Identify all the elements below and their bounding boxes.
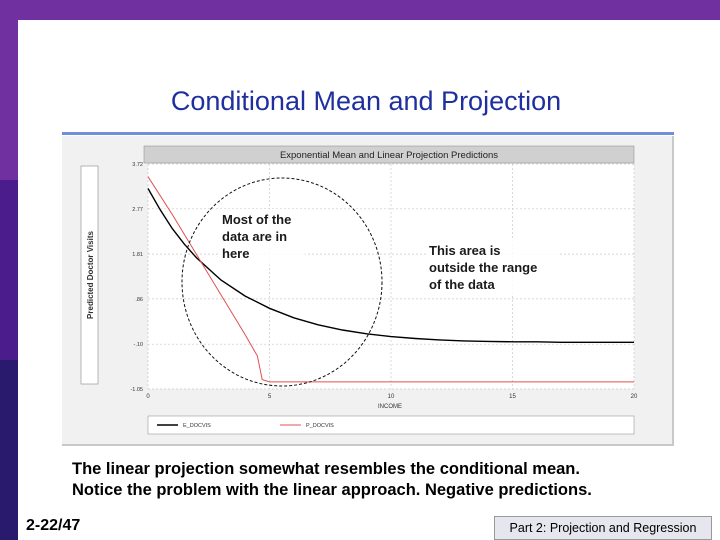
slide-number: 2-22/47: [26, 517, 81, 534]
y-label-box: [80, 165, 99, 385]
caption-line-1: The linear projection somewhat resembles…: [72, 460, 580, 478]
annotation-outside-line1: This area is: [429, 243, 501, 258]
legend-box: [147, 415, 635, 435]
slide-title: Conditional Mean and Projection: [170, 86, 562, 116]
data-region-circle: [181, 177, 383, 387]
slide-caption: The linear projection somewhat resembles…: [72, 459, 592, 501]
title-underline: [62, 132, 674, 135]
annotation-box-data: [219, 209, 305, 265]
left-accent-bar-bottom: [0, 360, 18, 540]
y-tick-label: 2.77: [132, 207, 143, 213]
tick-layer: 0 5 10 15 20 3.72 2.77 1.81 .86 -.10 -1.05: [130, 162, 638, 400]
x-tick-label: 5: [268, 394, 272, 400]
x-tick-label: 20: [631, 394, 638, 400]
left-accent-bar-middle: [0, 180, 18, 360]
legend-label-e-docvis: E_DOCVIS: [183, 423, 211, 429]
top-accent-bar: [0, 0, 720, 20]
y-tick-label: 1.81: [132, 252, 143, 258]
annotation-box-outside: [426, 240, 558, 296]
annotation-data-line1: Most of the: [222, 212, 291, 227]
annotation-outside-line3: of the data: [429, 277, 495, 292]
x-tick-label: 15: [509, 394, 516, 400]
chart-frame: Exponential Mean and Linear Projection P…: [62, 136, 674, 446]
chart-svg: Exponential Mean and Linear Projection P…: [80, 145, 638, 435]
series-line-p-docvis: [147, 176, 634, 383]
y-tick-label: .86: [135, 297, 143, 303]
caption-line-2: Notice the problem with the linear appro…: [72, 481, 592, 499]
annotation-outside-line2: outside the range: [429, 260, 537, 275]
y-axis-label: Predicted Doctor Visits: [86, 231, 95, 319]
series-line-e-docvis: [147, 188, 634, 344]
y-tick-label: -.10: [134, 342, 143, 348]
left-accent-bar-top: [0, 0, 18, 180]
legend-label-p-docvis: P_DOCVIS: [306, 423, 334, 429]
chart-title: Exponential Mean and Linear Projection P…: [280, 150, 498, 161]
footer-label: Part 2: Projection and Regression: [494, 516, 712, 540]
x-tick-label: 0: [146, 394, 150, 400]
series-layer: [147, 176, 634, 383]
annotation-layer: Most of the data are in here This area i…: [219, 209, 558, 296]
annotation-data-line2: data are in: [222, 229, 287, 244]
x-tick-label: 10: [388, 394, 395, 400]
annotation-data-line3: here: [222, 246, 249, 261]
x-axis-label: INCOME: [378, 404, 402, 410]
y-tick-label: 3.72: [132, 162, 143, 168]
y-tick-label: -1.05: [130, 387, 143, 393]
chart-title-bar: [143, 145, 635, 164]
